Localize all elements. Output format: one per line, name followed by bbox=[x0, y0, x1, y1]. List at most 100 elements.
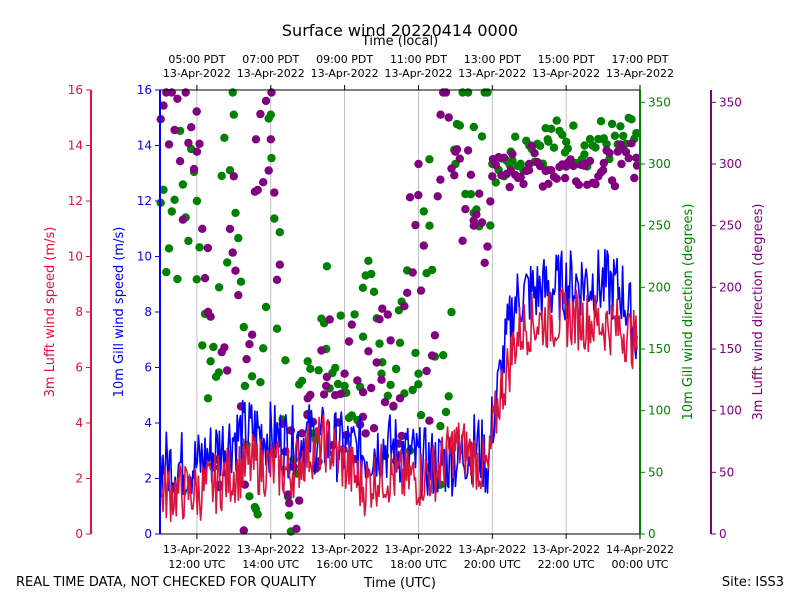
direction-point bbox=[178, 215, 188, 224]
direction-point bbox=[383, 310, 392, 319]
direction-point bbox=[195, 139, 204, 148]
direction-point bbox=[430, 331, 440, 340]
direction-point bbox=[322, 381, 331, 391]
axis-tick-label: 4 bbox=[75, 416, 83, 430]
direction-point bbox=[580, 141, 589, 150]
axis-lufft_speed: 0 2 4 6 8 10 12 14 16 3m Lufft wind speed (m/s) bbox=[43, 83, 92, 541]
direction-point bbox=[217, 171, 226, 181]
top-tick-time: 09:00 PDT bbox=[316, 53, 373, 66]
direction-point bbox=[455, 121, 464, 130]
axis-tick-label: 250 bbox=[648, 219, 671, 233]
direction-point bbox=[598, 135, 608, 144]
direction-point bbox=[380, 398, 390, 407]
x-axis-label: Time (UTC) bbox=[364, 576, 436, 591]
direction-point bbox=[303, 394, 312, 403]
direction-point bbox=[508, 149, 517, 159]
direction-point bbox=[270, 214, 279, 223]
direction-point bbox=[525, 159, 534, 169]
direction-point bbox=[236, 277, 246, 286]
direction-point bbox=[253, 185, 262, 195]
direction-point bbox=[228, 248, 237, 257]
direction-point bbox=[569, 161, 578, 171]
direction-point bbox=[508, 156, 517, 165]
quality-disclaimer: REAL TIME DATA, NOT CHECKED FOR QUALITY bbox=[16, 575, 317, 590]
direction-point bbox=[408, 385, 417, 395]
direction-point bbox=[231, 208, 240, 218]
direction-point bbox=[256, 109, 265, 119]
direction-point bbox=[419, 207, 428, 216]
direction-point bbox=[266, 135, 275, 144]
direction-point bbox=[619, 131, 628, 141]
direction-point bbox=[203, 243, 212, 253]
x-tick-date: 13-Apr-2022 bbox=[237, 543, 305, 556]
direction-point bbox=[389, 401, 398, 410]
direction-point bbox=[516, 159, 525, 168]
direction-point bbox=[416, 410, 426, 420]
axis-tick-label: 10 bbox=[68, 250, 83, 264]
axis-tick-label: 8 bbox=[75, 305, 83, 319]
direction-point bbox=[361, 429, 370, 438]
direction-point bbox=[477, 132, 487, 141]
axis-title: 3m Lufft wind speed (m/s) bbox=[43, 227, 58, 398]
direction-point bbox=[441, 407, 451, 417]
direction-point bbox=[477, 218, 487, 227]
direction-point bbox=[184, 138, 193, 148]
top-tick-date: 13-Apr-2022 bbox=[532, 67, 600, 80]
direction-point bbox=[395, 394, 405, 403]
direction-point bbox=[425, 155, 434, 164]
x-tick-time: 20:00 UTC bbox=[464, 558, 521, 571]
direction-point bbox=[391, 364, 401, 374]
direction-point bbox=[242, 355, 251, 364]
direction-point bbox=[223, 366, 232, 375]
direction-point bbox=[220, 133, 229, 142]
axis-tick-label: 6 bbox=[144, 361, 152, 375]
axis-tick-label: 4 bbox=[144, 416, 152, 430]
site-label: Site: ISS3 bbox=[721, 575, 784, 590]
axis-tick-label: 200 bbox=[648, 280, 671, 294]
top-tick-date: 13-Apr-2022 bbox=[606, 67, 674, 80]
top-tick-time: 17:00 PDT bbox=[611, 53, 668, 66]
direction-point bbox=[364, 347, 373, 356]
direction-point bbox=[475, 189, 484, 198]
direction-point bbox=[505, 182, 514, 192]
direction-point bbox=[178, 180, 188, 189]
direction-point bbox=[231, 266, 240, 275]
direction-point bbox=[159, 185, 168, 194]
direction-point bbox=[436, 421, 445, 431]
direction-point bbox=[585, 134, 595, 144]
direction-point bbox=[610, 131, 620, 140]
direction-point bbox=[170, 195, 179, 204]
direction-point bbox=[535, 141, 545, 150]
direction-point bbox=[543, 166, 552, 175]
direction-point bbox=[358, 388, 368, 397]
direction-point bbox=[229, 172, 238, 181]
direction-point bbox=[469, 221, 478, 230]
axis-tick-label: 0 bbox=[75, 527, 83, 541]
direction-point bbox=[511, 132, 520, 141]
direction-point bbox=[322, 262, 332, 271]
axis-tick-label: 50 bbox=[648, 465, 663, 479]
direction-point bbox=[400, 302, 409, 311]
direction-point bbox=[331, 363, 340, 373]
direction-point bbox=[519, 179, 528, 189]
bottom-time-axis: 13-Apr-2022 12:00 UTC 13-Apr-2022 14:00 UTC… bbox=[163, 534, 674, 571]
direction-point bbox=[358, 332, 368, 341]
direction-point bbox=[569, 121, 578, 130]
direction-point bbox=[234, 291, 243, 300]
direction-point bbox=[562, 137, 571, 146]
direction-point bbox=[566, 155, 575, 164]
axis-tick-label: 300 bbox=[648, 157, 671, 171]
direction-point bbox=[610, 181, 620, 191]
direction-point bbox=[607, 119, 617, 129]
top-tick-date: 13-Apr-2022 bbox=[163, 67, 231, 80]
x-tick-date: 14-Apr-2022 bbox=[606, 543, 674, 556]
direction-point bbox=[408, 268, 417, 277]
direction-point bbox=[425, 416, 434, 425]
x-tick-time: 14:00 UTC bbox=[242, 558, 299, 571]
direction-point bbox=[306, 364, 315, 373]
direction-point bbox=[239, 322, 248, 332]
direction-point bbox=[627, 115, 636, 124]
direction-point bbox=[599, 158, 608, 168]
direction-point bbox=[297, 429, 307, 438]
